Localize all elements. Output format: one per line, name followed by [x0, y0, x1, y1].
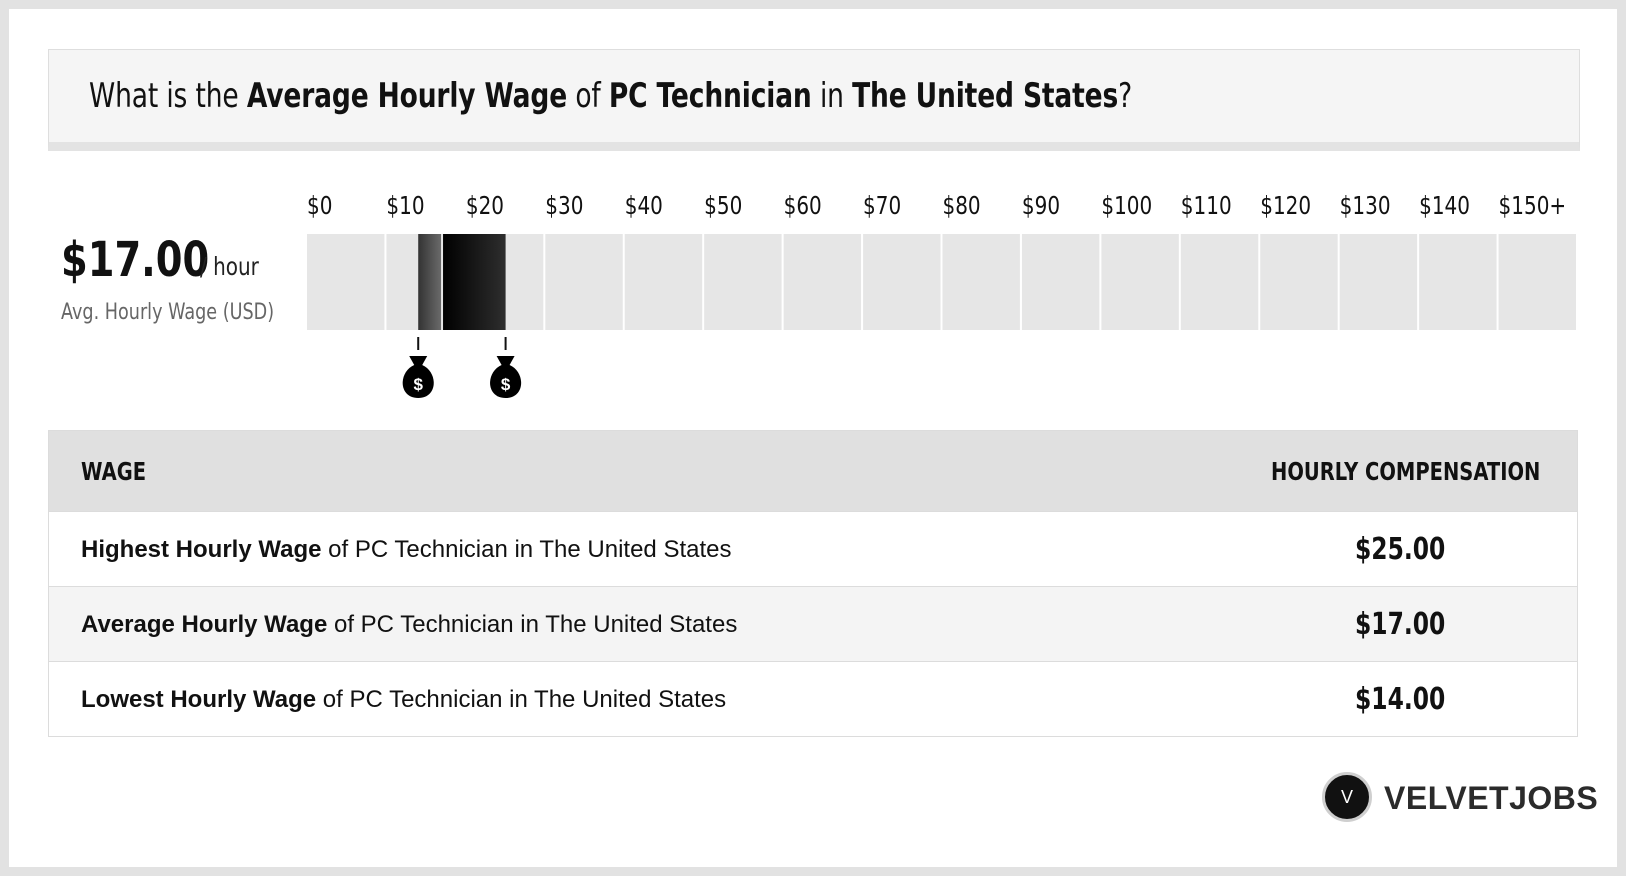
- wage-table: WAGE HOURLY COMPENSATION Highest Hourly …: [48, 430, 1578, 737]
- track-cell: [545, 234, 623, 330]
- velvetjobs-brand: V VELVETJOBS: [1322, 772, 1598, 828]
- tick-label: $80: [943, 192, 981, 221]
- tick-label: $100: [1101, 192, 1152, 221]
- range-bar-average-to-high: [443, 234, 506, 330]
- track-cell: [863, 234, 941, 330]
- wage-range-chart: $0 $10 $20 $30 $40 $50 $60 $70 $80 $90 $100 $110 $12…: [307, 192, 1576, 398]
- tick-label: $110: [1181, 192, 1232, 221]
- row-value: $25.00: [1355, 532, 1446, 567]
- track-cell: [307, 234, 385, 330]
- track-cell: [1339, 234, 1418, 330]
- average-wage-value: $17.00: [61, 232, 210, 288]
- row-value: $17.00: [1355, 607, 1446, 642]
- svg-text:$: $: [413, 375, 423, 394]
- header-hourly-compensation: HOURLY COMPENSATION: [1271, 457, 1541, 486]
- average-wage-unit: / hour: [200, 252, 259, 281]
- tick-label: $130: [1340, 192, 1391, 221]
- tick-label: $0: [307, 192, 332, 221]
- track-cell: [1180, 234, 1259, 330]
- average-wage-label: Avg. Hourly Wage (USD): [61, 300, 275, 325]
- table-row-average: Average Hourly Wage of PC Technician in …: [49, 586, 1577, 661]
- table-header: WAGE HOURLY COMPENSATION: [49, 431, 1577, 511]
- range-bar-low-to-average: [418, 234, 442, 330]
- header-wage: WAGE: [81, 457, 147, 486]
- row-label: Lowest Hourly Wage of PC Technician in T…: [81, 686, 727, 713]
- svg-text:$: $: [501, 375, 511, 394]
- row-value: $14.00: [1355, 682, 1446, 717]
- tick-label: $140: [1419, 192, 1470, 221]
- row-label: Average Hourly Wage of PC Technician in …: [81, 611, 738, 638]
- tick-label: $40: [625, 192, 663, 221]
- tick-label: $50: [704, 192, 742, 221]
- track-cell: [1419, 234, 1497, 330]
- tick-label: $90: [1022, 192, 1060, 221]
- tick-label: $60: [784, 192, 822, 221]
- tick-label: $20: [466, 192, 504, 221]
- track-cell: [1498, 234, 1576, 330]
- money-bag-icon: $: [402, 356, 434, 398]
- tick-label: $10: [386, 192, 424, 221]
- velvetjobs-logo-icon: V: [1322, 772, 1372, 822]
- track-cell: [1260, 234, 1338, 330]
- money-bag-icon: $: [490, 356, 522, 398]
- tick-label: $70: [863, 192, 901, 221]
- page-title: What is the Average Hourly Wage of PC Te…: [89, 76, 1133, 116]
- track-cell: [1101, 234, 1179, 330]
- row-label: Highest Hourly Wage of PC Technician in …: [81, 536, 732, 563]
- track-cell: [704, 234, 782, 330]
- tick-label: $30: [545, 192, 583, 221]
- tick-label: $150+: [1499, 192, 1567, 221]
- track-cell: [624, 234, 703, 330]
- track-cell: [783, 234, 862, 330]
- track-cell: [1021, 234, 1100, 330]
- brand-name: VELVETJOBS: [1384, 780, 1599, 816]
- header-banner: What is the Average Hourly Wage of PC Te…: [48, 49, 1580, 151]
- table-row-lowest: Lowest Hourly Wage of PC Technician in T…: [49, 661, 1577, 736]
- tick-label: $120: [1260, 192, 1311, 221]
- table-row-highest: Highest Hourly Wage of PC Technician in …: [49, 511, 1577, 586]
- track-cell: [942, 234, 1020, 330]
